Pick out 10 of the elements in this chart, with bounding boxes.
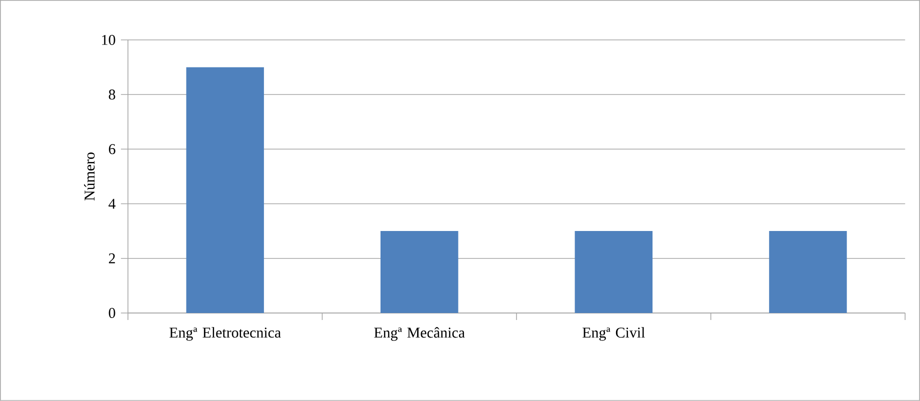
y-tick-label: 4 bbox=[108, 198, 116, 209]
y-tick-label: 2 bbox=[108, 253, 115, 264]
x-tick-label: Engª Mecânica bbox=[374, 327, 465, 341]
y-tick-label: 8 bbox=[108, 90, 116, 100]
y-tick-label: 6 bbox=[108, 144, 116, 154]
y-tick-label: 0 bbox=[108, 308, 116, 318]
y-axis-title: Número bbox=[84, 152, 95, 201]
x-tick-label: Engª Civil bbox=[582, 327, 645, 341]
y-tick-label: 10 bbox=[102, 34, 116, 45]
x-tick-label: Engª Eletrotecnica bbox=[170, 327, 281, 341]
